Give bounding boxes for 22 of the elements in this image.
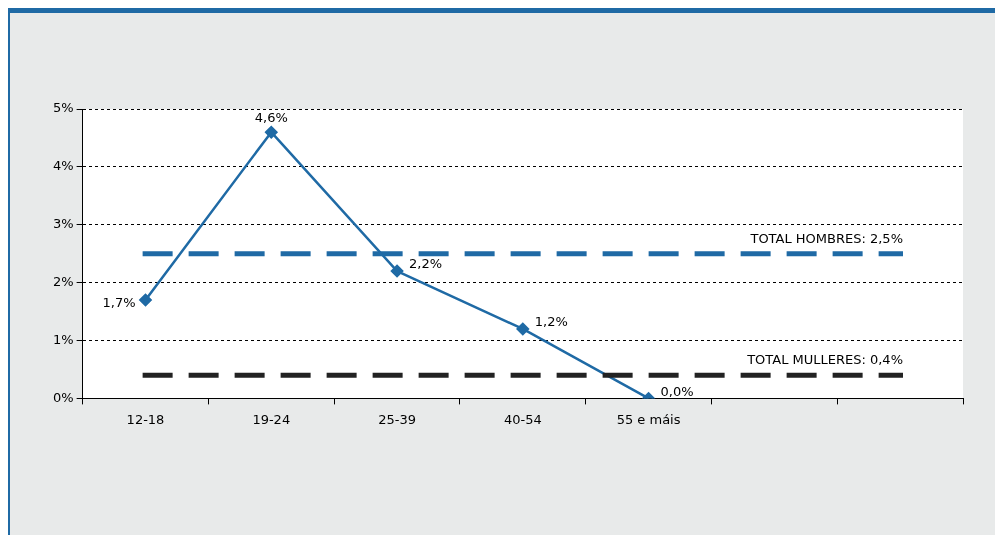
y-tick-label: 5% bbox=[53, 100, 74, 116]
ref-line-label: TOTAL HOMBRES: 2,5% bbox=[749, 230, 903, 246]
ref-line-label: TOTAL MULLERES: 0,4% bbox=[746, 352, 903, 368]
y-tick-label: 3% bbox=[53, 216, 74, 232]
x-tick-label: 12-18 bbox=[126, 411, 165, 427]
data-label: 0,0% bbox=[660, 383, 694, 399]
data-label: 4,6% bbox=[254, 109, 288, 125]
y-tick-label: 0% bbox=[53, 389, 74, 405]
y-tick-label: 1% bbox=[53, 331, 74, 347]
point bbox=[265, 125, 278, 139]
x-tick-label: 55 e máis bbox=[616, 411, 681, 427]
point bbox=[139, 293, 152, 307]
x-tick-label: 19-24 bbox=[252, 411, 291, 427]
point bbox=[516, 322, 530, 336]
x-tick-label: 25-39 bbox=[378, 411, 416, 427]
point bbox=[390, 264, 404, 278]
y-tick-label: 2% bbox=[53, 274, 74, 290]
y-tick-label: 4% bbox=[53, 158, 74, 174]
data-label: 2,2% bbox=[409, 256, 443, 272]
data-label: 1,7% bbox=[102, 295, 136, 311]
data-label: 1,2% bbox=[534, 314, 568, 330]
x-tick-label: 40-54 bbox=[503, 411, 542, 427]
